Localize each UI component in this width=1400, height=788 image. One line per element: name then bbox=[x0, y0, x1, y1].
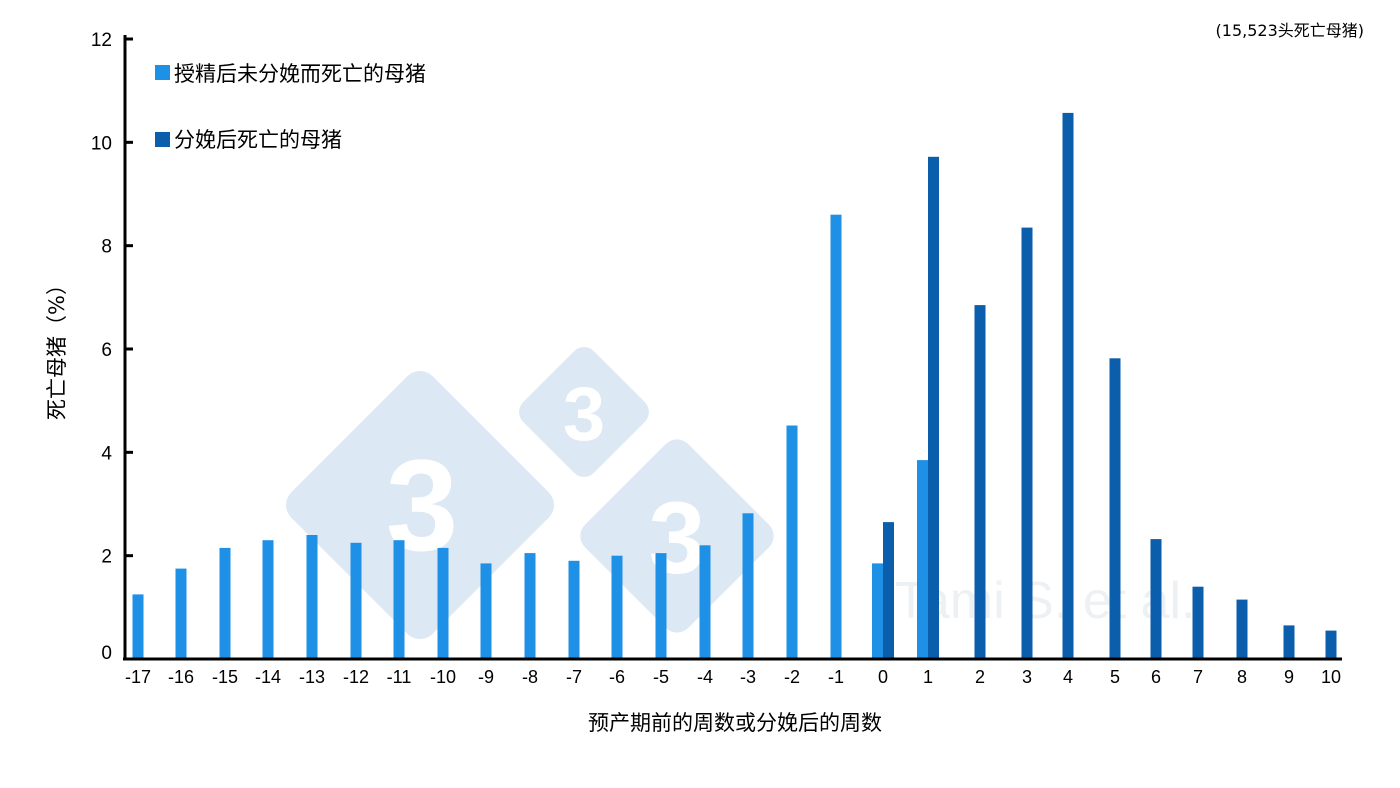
x-tick-label: -10 bbox=[430, 667, 456, 687]
x-tick-label: 6 bbox=[1151, 667, 1161, 687]
x-tick-label: -7 bbox=[566, 667, 582, 687]
bar-series-b-week-9 bbox=[1283, 625, 1295, 659]
x-tick-label: -5 bbox=[653, 667, 669, 687]
x-tick-label: -4 bbox=[697, 667, 713, 687]
legend: 授精后未分娩而死亡的母猪 分娩后死亡的母猪 bbox=[155, 62, 426, 152]
x-tick-label: -11 bbox=[387, 667, 412, 687]
bar-series-a-week--3 bbox=[742, 513, 754, 659]
bar-series-b-week-2 bbox=[974, 305, 986, 659]
bar-series-b-week-1 bbox=[928, 156, 939, 660]
x-tick-label: -2 bbox=[784, 667, 800, 687]
x-tick-label: 8 bbox=[1237, 667, 1247, 687]
legend-label-series-a: 授精后未分娩而死亡的母猪 bbox=[174, 62, 426, 86]
x-tick-label: 10 bbox=[1321, 667, 1341, 687]
x-tick-label: -3 bbox=[740, 667, 756, 687]
bar-series-a-week-1 bbox=[917, 460, 928, 659]
bar-series-b-week-5 bbox=[1109, 358, 1121, 659]
x-tick-label: 5 bbox=[1110, 667, 1120, 687]
y-tick-label: 10 bbox=[91, 133, 112, 154]
x-tick-label: -16 bbox=[168, 667, 194, 687]
legend-swatch-series-a bbox=[155, 65, 170, 80]
bar-series-b-week-6 bbox=[1150, 539, 1162, 659]
y-tick-label: 2 bbox=[101, 547, 112, 568]
x-tick-label: -8 bbox=[522, 667, 538, 687]
x-tick-label: -14 bbox=[255, 667, 281, 687]
x-tick-label: 3 bbox=[1022, 667, 1032, 687]
legend-swatch-series-b bbox=[155, 132, 170, 147]
y-tick-label: 4 bbox=[101, 443, 112, 464]
bar-series-a-week--6 bbox=[611, 555, 623, 659]
bar-series-a-week--2 bbox=[786, 425, 798, 659]
bar-series-a-week--16 bbox=[175, 568, 187, 659]
bar-series-a-week--15 bbox=[219, 547, 231, 659]
bar-series-a-week--13 bbox=[306, 535, 318, 659]
sample-size-note: (15,523头死亡母猪) bbox=[1216, 21, 1364, 40]
bar-series-b-week-10 bbox=[1325, 630, 1337, 659]
bar-series-a-week--17 bbox=[132, 594, 144, 659]
bar-series-a-week--12 bbox=[350, 542, 362, 660]
watermark-digit-top: 3 bbox=[563, 372, 605, 457]
y-tick-label: 0 bbox=[101, 643, 112, 664]
bar-series-a-week--9 bbox=[480, 563, 492, 659]
x-ticks-group: -17 -16 -15 -14 -13 -12 -11 -10 -9 -8 -7 -6 -5 -4 -3 -2… bbox=[125, 667, 1341, 687]
x-tick-label: -13 bbox=[299, 667, 325, 687]
x-tick-label: -12 bbox=[343, 667, 369, 687]
bars-group bbox=[132, 112, 1337, 660]
bar-series-a-week--1 bbox=[830, 214, 842, 659]
x-tick-label: 4 bbox=[1063, 667, 1073, 687]
bar-series-b-week-8 bbox=[1236, 599, 1248, 659]
y-tick-label: 12 bbox=[91, 30, 112, 51]
watermark-credit: Tami S. et al. bbox=[895, 572, 1196, 630]
x-tick-label: 1 bbox=[923, 667, 933, 687]
x-tick-label: -6 bbox=[609, 667, 625, 687]
y-tick-label: 6 bbox=[101, 340, 112, 361]
bar-series-b-week-7 bbox=[1192, 586, 1204, 659]
bar-series-a-week--4 bbox=[699, 545, 711, 659]
x-tick-label: 0 bbox=[878, 667, 888, 687]
watermark-diamond-top bbox=[519, 347, 649, 477]
watermark: 3 3 3 Tami S. et al. bbox=[286, 347, 1196, 639]
x-tick-label: -1 bbox=[828, 667, 844, 687]
legend-label-series-b: 分娩后死亡的母猪 bbox=[174, 128, 342, 152]
bar-series-a-week--10 bbox=[437, 547, 449, 659]
y-ticks-group: 0 2 4 6 8 10 12 bbox=[91, 30, 133, 664]
y-tick-label: 8 bbox=[101, 237, 112, 258]
bar-series-a-week-0 bbox=[872, 563, 883, 659]
x-tick-label: -15 bbox=[212, 667, 238, 687]
bar-series-a-week--11 bbox=[393, 540, 405, 659]
x-tick-label: -9 bbox=[478, 667, 494, 687]
x-tick-label: 7 bbox=[1193, 667, 1203, 687]
watermark-diamond-right bbox=[580, 439, 774, 633]
bar-series-a-week--5 bbox=[655, 553, 667, 659]
bar-series-a-week--8 bbox=[524, 553, 536, 659]
y-axis-title: 死亡母猪（%） bbox=[45, 274, 69, 420]
bar-series-a-week--14 bbox=[262, 540, 274, 659]
x-tick-label: 9 bbox=[1284, 667, 1294, 687]
bar-series-b-week-0 bbox=[883, 522, 894, 659]
bar-series-b-week-3 bbox=[1021, 227, 1033, 659]
x-tick-label: -17 bbox=[125, 667, 151, 687]
bar-series-b-week-4 bbox=[1062, 112, 1074, 659]
x-axis-title: 预产期前的周数或分娩后的周数 bbox=[588, 711, 882, 735]
x-tick-label: 2 bbox=[975, 667, 985, 687]
bar-series-a-week--7 bbox=[568, 560, 580, 659]
